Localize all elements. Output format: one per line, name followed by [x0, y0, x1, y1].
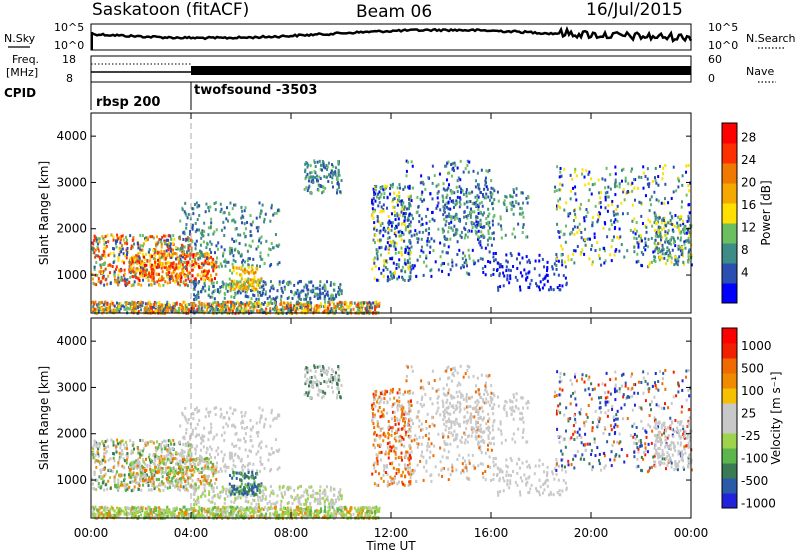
x-tick-label: 20:00 [574, 526, 609, 540]
nave-label: Nave [746, 65, 774, 78]
colorbar-tick-label: 1000 [741, 339, 772, 353]
time-xlabel: Time UT [365, 539, 416, 553]
colorbar-segment [722, 433, 737, 449]
colorbar-tick-label: -1000 [741, 497, 776, 511]
x-tick-label: 12:00 [374, 526, 409, 540]
colorbar-tick-label: -100 [741, 452, 768, 466]
nsearch-label: N.Search [746, 32, 796, 45]
date-title: 16/Jul/2015 [586, 0, 683, 20]
noise-panel: N.Sky 10^5 10^0 10^5 10^0 N.Search [4, 21, 796, 52]
colorbar-segment [722, 343, 737, 359]
colorbar-tick-label: 20 [741, 176, 756, 190]
colorbar-tick-label: 500 [741, 362, 764, 376]
colorbar-tick-label: 4 [741, 266, 749, 280]
colorbar-tick-label: 12 [741, 221, 756, 235]
velocity-y-axis: 1000 2000 3000 4000 [56, 334, 691, 487]
power-colorbar-label: Power [dB] [759, 180, 773, 245]
nsky-tick-bottom: 10^0 [54, 39, 84, 52]
colorbar-tick-label: 28 [741, 131, 756, 145]
nsky-tick-top: 10^5 [54, 21, 84, 34]
colorbar-tick-label: 16 [741, 198, 756, 212]
y-tick-label: 1000 [56, 473, 87, 487]
colorbar-segment [722, 123, 737, 144]
velocity-heatmap-cells [91, 364, 693, 521]
x-tick-label: 08:00 [274, 526, 309, 540]
y-tick-label: 4000 [56, 334, 87, 348]
station-title: Saskatoon (fitACF) [92, 0, 249, 20]
colorbar-segment [722, 493, 737, 509]
colorbar-tick-label: -25 [741, 429, 761, 443]
x-tick-label: 04:00 [174, 526, 209, 540]
freq-panel: Freq. [MHz] 18 8 60 0 Nave [6, 53, 776, 85]
colorbar-tick-label: -500 [741, 474, 768, 488]
colorbar-segment [722, 223, 737, 244]
power-heatmap-cells [91, 159, 693, 316]
velocity-heatmap-panel: 1000 2000 3000 4000 Slant Range [km] 1000 50… [37, 317, 783, 521]
y-tick-label: 2000 [56, 427, 87, 441]
x-tick-label: 16:00 [474, 526, 509, 540]
colorbar-segment [722, 373, 737, 389]
colorbar-segment [722, 448, 737, 464]
y-tick-label: 3000 [56, 380, 87, 394]
nave-tick-top: 60 [708, 53, 722, 66]
colorbar-segment [722, 183, 737, 204]
velocity-colorbar-label: Velocity [m s⁻¹] [769, 371, 783, 464]
noise-trace [90, 25, 693, 50]
power-colorbar: 4 8 12 16 20 24 28 [721, 122, 756, 304]
colorbar-segment [722, 143, 737, 164]
x-tick-label: 00:00 [674, 526, 709, 540]
colorbar-segment [722, 203, 737, 224]
freq-unit: [MHz] [6, 66, 38, 79]
colorbar-segment [722, 403, 737, 419]
colorbar-segment [722, 358, 737, 374]
nsearch-tick-top: 10^5 [708, 21, 738, 34]
freq-label: Freq. [12, 53, 39, 66]
colorbar-tick-label: 8 [741, 243, 749, 257]
colorbar-tick-label: 100 [741, 384, 764, 398]
nsearch-tick-bottom: 10^0 [708, 39, 738, 52]
power-y-axis: 1000 2000 3000 4000 [56, 129, 691, 282]
colorbar-tick-label: 24 [741, 153, 756, 167]
cpid-row: CPID rbsp 200 twofsound -3503 [4, 82, 317, 110]
power-ylabel: Slant Range [km] [37, 161, 51, 265]
beam-title: Beam 06 [356, 2, 432, 22]
power-heatmap-panel: 1000 2000 3000 4000 Slant Range [km] 4 8 12 16… [37, 112, 773, 316]
freq-trace [91, 63, 691, 75]
colorbar-segment [722, 283, 737, 304]
colorbar-segment [722, 328, 737, 344]
cpid-rbsp: rbsp 200 [96, 95, 160, 110]
colorbar-segment [722, 478, 737, 494]
colorbar-segment [722, 463, 737, 479]
freq-tick-bottom: 8 [66, 72, 73, 85]
y-tick-label: 3000 [56, 175, 87, 189]
colorbar-segment [722, 388, 737, 404]
nave-tick-bottom: 0 [708, 72, 715, 85]
x-tick-label: 00:00 [74, 526, 109, 540]
colorbar-tick-label: 25 [741, 407, 756, 421]
colorbar-segment [722, 243, 737, 264]
y-tick-label: 1000 [56, 268, 87, 282]
colorbar-segment [722, 263, 737, 284]
colorbar-segment [722, 418, 737, 434]
y-tick-label: 2000 [56, 222, 87, 236]
y-tick-label: 4000 [56, 129, 87, 143]
nsky-label: N.Sky [4, 32, 36, 45]
freq-tick-top: 18 [62, 53, 76, 66]
cpid-twofsound: twofsound -3503 [194, 83, 317, 98]
velocity-colorbar: 1000 500 100 25 -25 -100 -500 -1000 [721, 327, 776, 511]
colorbar-segment [722, 163, 737, 184]
cpid-label: CPID [4, 86, 36, 100]
velocity-ylabel: Slant Range [km] [37, 366, 51, 470]
time-x-axis: 00:00 04:00 08:00 12:00 16:00 20:00 00:00 [74, 113, 709, 540]
